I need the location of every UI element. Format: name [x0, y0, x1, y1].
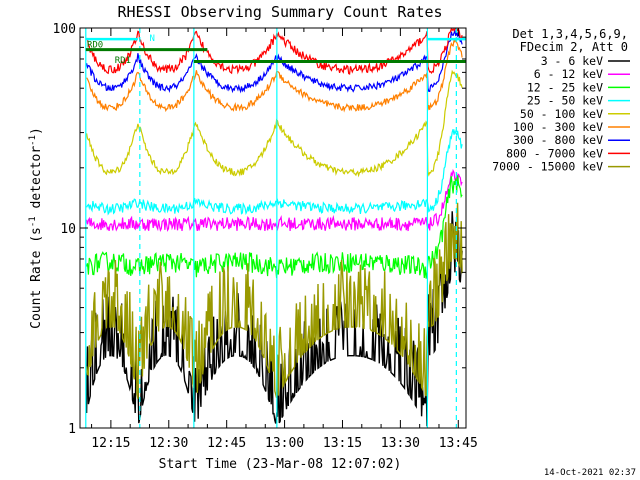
legend-entry-4: 25 - 50 keV	[527, 94, 603, 108]
x-tick-label-1230: 12:30	[149, 436, 188, 451]
chart-title: RHESSI Observing Summary Count Rates	[117, 3, 442, 21]
axes: 1 10 100 12:15 12:30 12:45 13:00 13:15 13:30 13:4…	[53, 22, 478, 451]
series-line-9	[85, 202, 463, 399]
flag-label-2: RD1	[115, 56, 131, 66]
x-axis-label: Start Time (23-Mar-08 12:07:02)	[159, 457, 402, 472]
plot-area: RD0 RD1 N	[85, 27, 466, 428]
series-line-4	[86, 128, 463, 216]
footer-timestamp: 14-Oct-2021 02:37	[544, 468, 636, 478]
y-tick-label-1: 1	[68, 422, 76, 437]
legend-header-line1: Det 1,3,4,5,6,9,	[512, 27, 628, 41]
flag-label-3: N	[149, 34, 154, 44]
series-line-5	[86, 69, 463, 178]
y-axis-label-sup: -1	[28, 216, 38, 227]
y-axis-label-mid: detector	[29, 146, 44, 217]
legend-entry-1: 3 - 6 keV	[541, 54, 603, 68]
legend-entry-3: 12 - 25 keV	[527, 80, 603, 94]
y-tick-label-100: 100	[53, 22, 76, 37]
series-line-3	[86, 175, 463, 279]
y-axis-label-sup2: -1	[28, 135, 38, 146]
x-tick-label-1215: 12:15	[91, 436, 130, 451]
series-line-6	[86, 37, 463, 113]
y-axis-label-part: Count Rate (s	[29, 227, 44, 329]
x-tick-label-1245: 12:45	[207, 436, 246, 451]
x-tick-label-1345: 13:45	[439, 436, 478, 451]
y-tick-label-10: 10	[60, 222, 76, 237]
flag-label-1: RD0	[87, 40, 103, 50]
legend-entry-5: 50 - 100 keV	[520, 107, 603, 121]
y-axis-label: Count Rate (s-1 detector-1)	[28, 127, 44, 329]
series-line-2	[86, 168, 463, 233]
x-tick-label-1315: 13:15	[323, 436, 362, 451]
legend-entry-2: 6 - 12 keV	[534, 67, 603, 81]
x-tick-label-1330: 13:30	[381, 436, 420, 451]
legend-entry-7: 300 - 800 keV	[513, 133, 603, 147]
legend-entry-8: 800 - 7000 keV	[506, 146, 603, 160]
legend-header-line2: FDecim 2, Att 0	[520, 40, 628, 54]
y-axis-label-end: )	[29, 127, 44, 135]
legend-entry-9: 7000 - 15000 keV	[492, 160, 603, 174]
series-line-8	[86, 27, 463, 75]
legend: Det 1,3,4,5,6,9, FDecim 2, Att 0 3 - 6 k…	[492, 27, 630, 174]
legend-entry-6: 100 - 300 keV	[513, 120, 603, 134]
x-tick-label-1300: 13:00	[265, 436, 304, 451]
